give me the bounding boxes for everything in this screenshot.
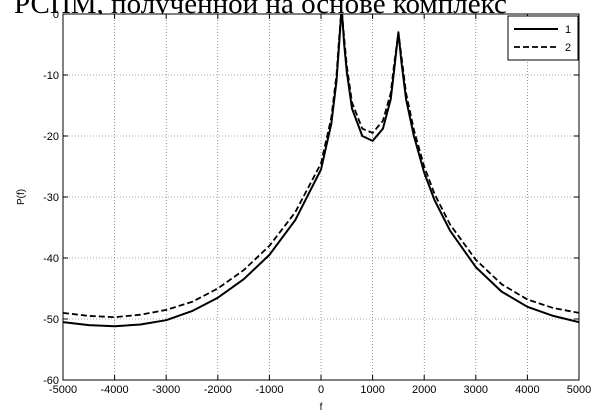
x-tick-label: -2000	[204, 384, 232, 396]
plot-frame	[62, 13, 580, 381]
series-line-2	[63, 14, 579, 319]
series-lines	[63, 14, 579, 328]
y-tick-labels: -60 -50 -40 -30 -20 -10 0	[43, 9, 59, 387]
x-tick-label: -4000	[101, 384, 129, 396]
x-tick-label: -1000	[255, 384, 283, 396]
legend-label-1: 1	[565, 24, 571, 36]
y-tick-label: -50	[43, 314, 59, 326]
x-tick-label: 3000	[464, 384, 488, 396]
legend: 12	[507, 15, 579, 61]
y-axis-label: P(f)	[16, 189, 27, 205]
x-tick-label: 4000	[515, 384, 539, 396]
x-tick-labels: -5000 -4000 -3000 -2000 -1000 0 1000 2000 3000 40…	[49, 384, 591, 396]
y-tick-label: -30	[43, 192, 59, 204]
x-tick-label: 0	[318, 384, 324, 396]
y-tick-label: -40	[43, 253, 59, 265]
y-tick-label: 0	[53, 9, 59, 21]
x-axis-label: f	[320, 402, 323, 412]
x-tick-label: 1000	[360, 384, 384, 396]
x-tick-label: 5000	[567, 384, 591, 396]
legend-box	[507, 15, 579, 61]
legend-label-2: 2	[565, 42, 571, 54]
x-tick-label: 2000	[412, 384, 436, 396]
series-line-1	[63, 14, 579, 328]
y-tick-label: -20	[43, 131, 59, 143]
x-tick-label: -3000	[152, 384, 180, 396]
y-tick-label: -10	[43, 70, 59, 82]
y-tick-label: -60	[43, 375, 59, 387]
x-tick-label: -5000	[49, 384, 77, 396]
